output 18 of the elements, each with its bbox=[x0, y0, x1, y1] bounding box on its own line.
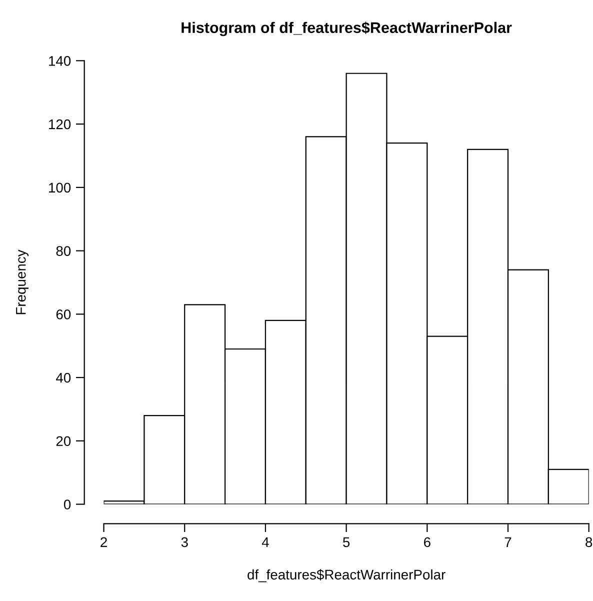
y-tick-label: 80 bbox=[56, 246, 71, 256]
x-axis-title: df_features$ReactWarrinerPolar bbox=[248, 569, 446, 582]
y-tick-label: 0 bbox=[64, 500, 71, 510]
x-tick-label: 4 bbox=[262, 537, 269, 547]
x-tick-label: 7 bbox=[504, 537, 512, 547]
y-axis-title: Frequency bbox=[16, 250, 29, 314]
chart-title: Histogram of df_features$ReactWarrinerPolar bbox=[182, 22, 512, 36]
x-tick-label: 2 bbox=[100, 537, 107, 547]
y-tick-label: 20 bbox=[56, 436, 71, 446]
y-tick-label: 60 bbox=[56, 309, 71, 320]
y-tick-label: 120 bbox=[49, 119, 71, 130]
y-tick-label: 140 bbox=[49, 56, 71, 66]
x-tick-label: 6 bbox=[424, 537, 430, 548]
x-tick-label: 3 bbox=[181, 537, 188, 548]
x-tick-label: 5 bbox=[343, 537, 350, 548]
y-tick-label: 40 bbox=[56, 372, 71, 383]
y-tick-label: 100 bbox=[49, 182, 71, 193]
x-tick-label: 8 bbox=[586, 537, 592, 548]
